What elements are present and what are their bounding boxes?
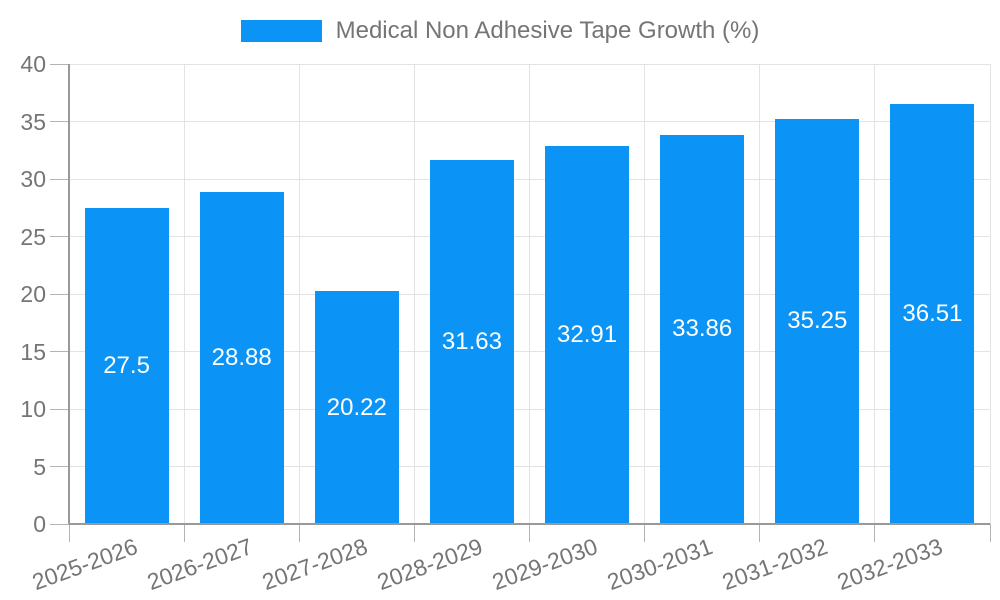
x-gridline xyxy=(183,64,185,524)
x-axis-tick xyxy=(68,524,70,542)
x-axis-category-label: 2027-2028 xyxy=(258,533,371,596)
x-axis-tick xyxy=(874,524,876,542)
y-axis-tick xyxy=(50,236,69,237)
legend-swatch xyxy=(240,20,322,42)
x-gridline xyxy=(989,64,991,524)
x-axis-category-label: 2032-2033 xyxy=(834,533,947,596)
bar[interactable] xyxy=(660,134,745,524)
x-gridline xyxy=(644,64,646,524)
legend-label: Medical Non Adhesive Tape Growth (%) xyxy=(335,17,760,44)
legend-item[interactable]: Medical Non Adhesive Tape Growth (%) xyxy=(0,17,1000,45)
y-axis-tick-label: 40 xyxy=(20,51,46,77)
x-axis-category-label: 2028-2029 xyxy=(373,533,486,596)
bar[interactable] xyxy=(84,207,169,524)
bar[interactable] xyxy=(545,145,630,524)
x-axis-category-label: 2030-2031 xyxy=(603,533,717,596)
y-axis-tick xyxy=(50,121,69,122)
bar-value-label: 33.86 xyxy=(672,315,733,343)
x-axis-line xyxy=(69,523,990,525)
x-axis-category-label: 2025-2026 xyxy=(28,533,141,596)
x-axis-category-label: 2029-2030 xyxy=(488,533,601,596)
y-axis-tick-label: 10 xyxy=(20,396,46,422)
x-gridline xyxy=(298,64,300,524)
x-axis-tick xyxy=(298,524,300,542)
bar[interactable] xyxy=(775,118,860,524)
y-axis-tick-label: 35 xyxy=(20,108,46,135)
x-axis-tick xyxy=(759,524,761,542)
y-axis-tick-label: 25 xyxy=(20,223,46,250)
x-gridline xyxy=(874,64,876,524)
bar-value-label: 36.51 xyxy=(902,300,963,328)
y-axis-tick xyxy=(50,408,69,410)
x-axis-category-label: 2026-2027 xyxy=(143,533,256,596)
bar-value-label: 27.5 xyxy=(103,351,150,379)
y-axis-tick-label: 0 xyxy=(33,511,46,537)
x-axis-tick xyxy=(989,524,991,542)
y-axis-line xyxy=(68,64,70,524)
x-axis-category-label: 2031-2032 xyxy=(718,533,832,596)
y-axis-tick-label: 20 xyxy=(20,281,46,307)
y-axis-tick-label: 15 xyxy=(20,338,46,365)
bar[interactable] xyxy=(314,291,399,524)
x-axis-tick xyxy=(413,524,415,542)
bar-value-label: 20.22 xyxy=(326,393,387,421)
y-axis-tick xyxy=(50,293,69,295)
bar-value-label: 35.25 xyxy=(787,307,848,335)
bar-value-label: 32.91 xyxy=(557,320,618,348)
x-axis-tick xyxy=(529,524,530,542)
x-gridline xyxy=(413,64,415,524)
y-axis-tick-label: 30 xyxy=(20,166,46,192)
y-axis-tick xyxy=(50,351,69,352)
x-axis-tick xyxy=(644,524,646,542)
x-axis-tick xyxy=(183,524,185,542)
y-axis-tick xyxy=(50,178,69,180)
y-axis-tick-label: 5 xyxy=(33,453,46,480)
y-axis-tick xyxy=(50,523,69,525)
bar[interactable] xyxy=(429,160,514,524)
bar[interactable] xyxy=(890,104,975,524)
x-gridline xyxy=(759,64,761,524)
y-axis-tick xyxy=(50,63,69,65)
bar-value-label: 31.63 xyxy=(441,328,502,356)
bar-value-label: 28.88 xyxy=(211,343,272,371)
bar[interactable] xyxy=(199,191,284,524)
y-axis-tick xyxy=(50,466,69,467)
x-gridline xyxy=(529,64,530,524)
